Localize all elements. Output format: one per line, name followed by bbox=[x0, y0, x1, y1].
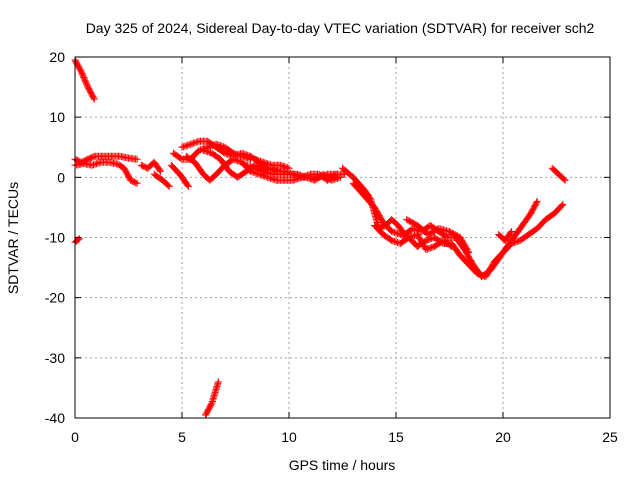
y-tick-label: -10 bbox=[45, 230, 65, 246]
y-tick-label: 10 bbox=[49, 109, 65, 125]
tick-labels: 0 5 10 15 20 25 -40 -30 -20 -10 0 10 20 bbox=[45, 49, 618, 445]
data-point bbox=[165, 182, 173, 190]
x-tick-label: 25 bbox=[602, 429, 618, 445]
x-tick-label: 10 bbox=[281, 429, 297, 445]
data-point bbox=[157, 167, 165, 175]
y-tick-label: -30 bbox=[45, 350, 65, 366]
data-point bbox=[276, 167, 284, 175]
data-points bbox=[71, 56, 569, 419]
y-tick-label: -40 bbox=[45, 410, 65, 426]
data-point bbox=[507, 229, 515, 237]
data-point bbox=[464, 247, 472, 255]
data-point bbox=[465, 249, 473, 256]
axis-ticks bbox=[74, 56, 611, 419]
x-tick-label: 0 bbox=[71, 429, 79, 445]
data-point bbox=[560, 175, 568, 183]
data-point bbox=[448, 243, 456, 250]
data-point bbox=[133, 155, 141, 163]
data-point bbox=[75, 235, 83, 243]
x-tick-label: 20 bbox=[495, 429, 511, 445]
chart-title: Day 325 of 2024, Sidereal Day-to-day VTE… bbox=[86, 20, 595, 36]
x-axis-label: GPS time / hours bbox=[289, 457, 396, 473]
data-point bbox=[336, 173, 344, 181]
data-point bbox=[533, 197, 541, 205]
y-tick-label: 0 bbox=[57, 169, 65, 185]
data-point bbox=[533, 199, 540, 207]
data-point bbox=[90, 94, 97, 102]
data-point bbox=[133, 179, 141, 187]
x-tick-label: 5 bbox=[178, 429, 186, 445]
x-tick-label: 15 bbox=[388, 429, 404, 445]
data-point bbox=[184, 182, 192, 190]
y-tick-label: -20 bbox=[45, 290, 65, 306]
data-point bbox=[184, 181, 192, 189]
data-point bbox=[285, 164, 293, 172]
data-point bbox=[132, 179, 140, 187]
data-point bbox=[446, 242, 454, 250]
data-point bbox=[559, 200, 567, 208]
grid bbox=[75, 57, 610, 418]
data-point bbox=[156, 166, 164, 174]
data-point bbox=[558, 202, 566, 209]
y-tick-label: 20 bbox=[49, 49, 65, 65]
data-point bbox=[214, 378, 222, 386]
data-point bbox=[164, 181, 172, 189]
data-point bbox=[508, 228, 516, 235]
data-point bbox=[90, 95, 98, 103]
data-point bbox=[178, 143, 186, 151]
data-point bbox=[561, 176, 569, 184]
y-axis-label: SDTVAR / TECUs bbox=[5, 182, 21, 294]
